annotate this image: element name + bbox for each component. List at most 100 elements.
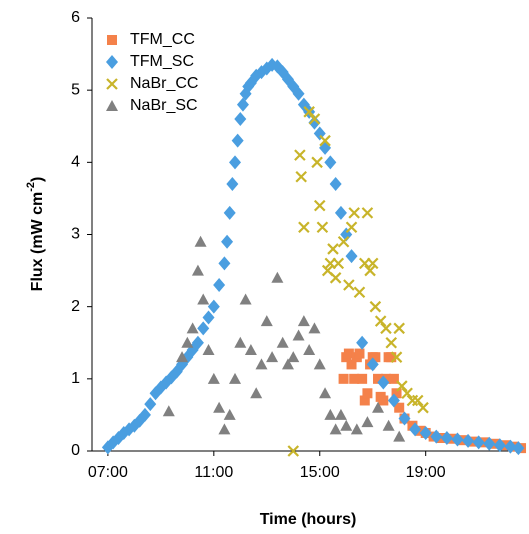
point	[411, 394, 424, 407]
point	[255, 358, 268, 370]
point	[349, 373, 360, 384]
point	[462, 433, 475, 448]
point	[207, 299, 220, 314]
point	[512, 441, 525, 456]
point	[197, 293, 210, 305]
point	[294, 149, 306, 161]
y-tick-label: 2	[71, 298, 80, 315]
legend-marker	[106, 55, 118, 69]
point	[382, 419, 395, 431]
legend-marker	[106, 100, 118, 111]
point	[223, 408, 236, 420]
point	[390, 351, 403, 363]
point	[202, 343, 215, 355]
y-axis-title-text: Flux (mW cm	[29, 192, 46, 292]
point	[398, 411, 411, 426]
point	[334, 205, 347, 220]
y-tick-label: 5	[71, 81, 80, 98]
y-tick-label: 4	[71, 154, 80, 171]
point	[181, 336, 194, 348]
point	[287, 445, 300, 457]
point	[271, 271, 284, 283]
point	[391, 388, 402, 399]
point	[393, 430, 406, 442]
point	[239, 293, 252, 305]
point	[329, 272, 342, 284]
point	[415, 425, 426, 436]
point	[366, 257, 379, 270]
point	[359, 395, 370, 406]
point	[378, 395, 389, 406]
point	[250, 387, 263, 399]
point	[244, 343, 257, 355]
point	[348, 207, 360, 219]
point	[287, 351, 300, 363]
point	[387, 393, 400, 408]
point	[369, 300, 382, 313]
point	[409, 422, 422, 437]
point	[393, 322, 405, 335]
point	[354, 348, 365, 359]
point	[343, 348, 354, 359]
point	[308, 322, 321, 334]
point	[218, 423, 231, 435]
point	[353, 286, 366, 299]
point	[394, 402, 405, 413]
point	[231, 133, 244, 148]
point	[340, 419, 353, 431]
y-tick-label: 0	[71, 442, 80, 459]
point	[234, 112, 247, 127]
point	[377, 375, 390, 390]
point	[194, 235, 207, 247]
x-tick-label: 07:00	[88, 464, 128, 481]
point	[504, 439, 517, 454]
point	[186, 322, 199, 334]
point	[298, 221, 310, 234]
point	[329, 176, 342, 191]
x-tick-label: 11:00	[194, 464, 233, 481]
y-tick-label: 6	[71, 9, 80, 26]
point	[319, 140, 332, 155]
point	[350, 423, 363, 435]
point	[327, 243, 339, 255]
x-tick-label: 15:00	[300, 464, 340, 481]
point	[338, 373, 349, 384]
point	[138, 407, 151, 422]
point	[197, 321, 210, 336]
legend-marker	[107, 35, 117, 45]
point	[440, 431, 453, 446]
point	[276, 336, 289, 348]
legend-marker	[106, 78, 118, 90]
y-axis-title-superscript: -2	[25, 182, 37, 192]
point	[213, 278, 226, 293]
point	[332, 257, 345, 270]
point	[207, 372, 220, 384]
point	[281, 358, 294, 370]
point	[303, 106, 315, 118]
point	[417, 401, 429, 414]
point	[380, 322, 392, 335]
point	[303, 343, 316, 355]
point	[260, 315, 273, 327]
point	[311, 156, 323, 169]
y-tick-label: 1	[71, 370, 80, 387]
point	[319, 134, 331, 147]
point	[324, 408, 337, 420]
point	[370, 352, 381, 363]
point	[386, 352, 397, 363]
point	[372, 401, 385, 413]
point	[362, 388, 373, 399]
point	[316, 221, 329, 234]
point	[313, 199, 326, 212]
point	[162, 405, 175, 417]
point	[401, 387, 413, 400]
x-tick-label: 19:00	[406, 464, 446, 481]
point	[343, 279, 355, 291]
point	[345, 249, 358, 264]
point	[229, 372, 242, 384]
point	[430, 429, 443, 444]
point	[202, 310, 215, 325]
point	[483, 436, 496, 451]
point	[345, 221, 358, 234]
